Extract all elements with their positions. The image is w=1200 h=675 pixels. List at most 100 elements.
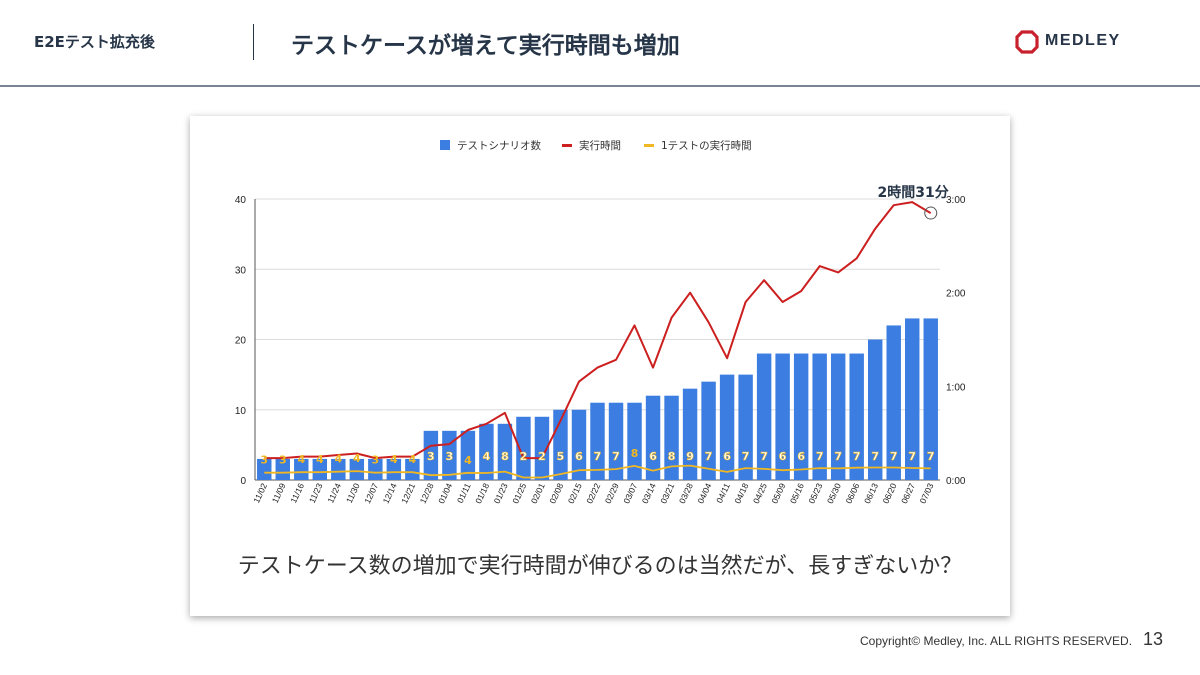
bar xyxy=(423,430,439,480)
x-tick-label: 11/09 xyxy=(270,481,288,504)
x-tick-label: 02/22 xyxy=(584,481,602,505)
bar xyxy=(479,423,494,480)
bar-value-label: 7 xyxy=(908,450,916,463)
x-tick-label: 11/30 xyxy=(344,481,362,504)
x-tick-label: 01/04 xyxy=(436,481,454,505)
chart-annotation: 2時間31分 xyxy=(878,184,949,220)
bar xyxy=(775,353,790,480)
x-tick-label: 03/14 xyxy=(640,481,658,505)
bar-value-label: 8 xyxy=(501,450,509,463)
x-tick-label: 02/01 xyxy=(529,481,547,505)
bar xyxy=(516,416,531,480)
x-tick-label: 06/06 xyxy=(843,481,861,505)
x-tick-label: 06/20 xyxy=(880,481,898,505)
y-left-tick-label: 10 xyxy=(235,406,247,417)
bar xyxy=(886,325,901,480)
bar-series xyxy=(257,318,938,480)
y-right-tick-label: 2:00 xyxy=(946,289,966,300)
bar-value-label: 6 xyxy=(797,450,805,463)
x-tick-label: 05/30 xyxy=(825,481,843,505)
bar xyxy=(923,318,938,480)
bar xyxy=(349,458,365,480)
chart-legend: テストシナリオ数 実行時間 1テストの実行時間 xyxy=(440,139,752,152)
bar-value-label: 3 xyxy=(260,454,268,467)
bar xyxy=(701,381,716,480)
x-tick-label: 04/18 xyxy=(732,481,750,505)
bar-value-label: 7 xyxy=(594,450,602,463)
bar-value-label: 7 xyxy=(871,450,879,463)
x-tick-label: 05/09 xyxy=(769,481,787,505)
bar xyxy=(442,430,457,480)
bar-value-label: 7 xyxy=(834,450,842,463)
bar xyxy=(812,353,827,480)
bar-value-label: 4 xyxy=(409,453,417,466)
bar-value-label: 3 xyxy=(279,454,287,467)
bar-value-label: 7 xyxy=(612,450,620,463)
bar-value-label: 8 xyxy=(631,447,639,460)
bar xyxy=(830,353,846,480)
bar xyxy=(905,318,920,480)
x-tick-label: 01/25 xyxy=(510,481,528,505)
y-left-tick-label: 30 xyxy=(235,265,247,276)
x-tick-label: 04/11 xyxy=(714,481,732,504)
page-title: テストケースが増えて実行時間も増加 xyxy=(291,33,680,59)
bar xyxy=(719,374,735,480)
bar-value-label: 7 xyxy=(927,450,935,463)
y-right-tick-label: 1:00 xyxy=(946,382,966,393)
bar-value-label: 4 xyxy=(483,450,491,463)
y-left-tick-label: 20 xyxy=(235,336,247,347)
bar xyxy=(849,353,864,480)
y-right-tick-label: 0:00 xyxy=(946,476,966,487)
x-tick-label: 05/16 xyxy=(788,481,806,505)
legend-swatch xyxy=(644,144,654,147)
bar-value-label: 2 xyxy=(538,450,546,463)
bar xyxy=(590,402,605,480)
x-tick-label: 01/18 xyxy=(473,481,491,505)
bar-value-label: 7 xyxy=(760,450,768,463)
bar-value-label: 4 xyxy=(464,454,472,467)
bar xyxy=(294,458,309,480)
bar-value-label: 2 xyxy=(520,450,528,463)
annotation-circle xyxy=(924,206,938,220)
slide-caption: テストケース数の増加で実行時間が伸びるのは当然だが、長すぎないか？ xyxy=(237,554,963,579)
bar xyxy=(738,374,753,480)
bar-value-label: 4 xyxy=(353,452,361,465)
bar-value-label: 3 xyxy=(446,450,454,463)
x-tick-label: 06/27 xyxy=(899,481,917,505)
bar xyxy=(608,402,624,480)
bar xyxy=(534,416,550,480)
x-tick-label: 12/21 xyxy=(399,481,417,505)
bar-value-label: 3 xyxy=(372,454,380,467)
x-tick-label: 11/02 xyxy=(251,481,269,504)
bar xyxy=(331,458,346,480)
x-tick-label: 04/04 xyxy=(695,481,713,505)
legend-label: 実行時間 xyxy=(579,139,621,152)
line-series xyxy=(264,201,932,479)
bar xyxy=(664,395,679,480)
y-left-tick-label: 40 xyxy=(235,195,247,206)
bar xyxy=(368,458,383,480)
x-tick-label: 03/28 xyxy=(677,481,695,505)
x-tick-label: 03/07 xyxy=(621,481,639,505)
logo-text: MEDLEY xyxy=(1045,32,1121,49)
bar-value-label: 7 xyxy=(853,450,861,463)
bar-value-label: 7 xyxy=(705,450,713,463)
legend-label: 1テストの実行時間 xyxy=(661,139,752,152)
x-tick-label: 02/29 xyxy=(603,481,621,505)
x-tick-label: 06/13 xyxy=(862,481,880,505)
bar-value-label: 9 xyxy=(686,450,694,463)
x-tick-label: 11/23 xyxy=(307,481,325,504)
x-tick-label: 12/07 xyxy=(362,481,380,505)
x-tick-label: 02/08 xyxy=(547,481,565,505)
x-tick-label: 11/16 xyxy=(288,481,306,504)
x-tick-label: 03/21 xyxy=(658,481,676,505)
bar xyxy=(682,388,698,480)
bar xyxy=(756,353,772,480)
bar-value-label: 5 xyxy=(557,450,565,463)
bar xyxy=(497,423,513,480)
bar-value-label: 6 xyxy=(575,450,583,463)
bar-value-label: 4 xyxy=(297,453,305,466)
bar xyxy=(793,353,809,480)
